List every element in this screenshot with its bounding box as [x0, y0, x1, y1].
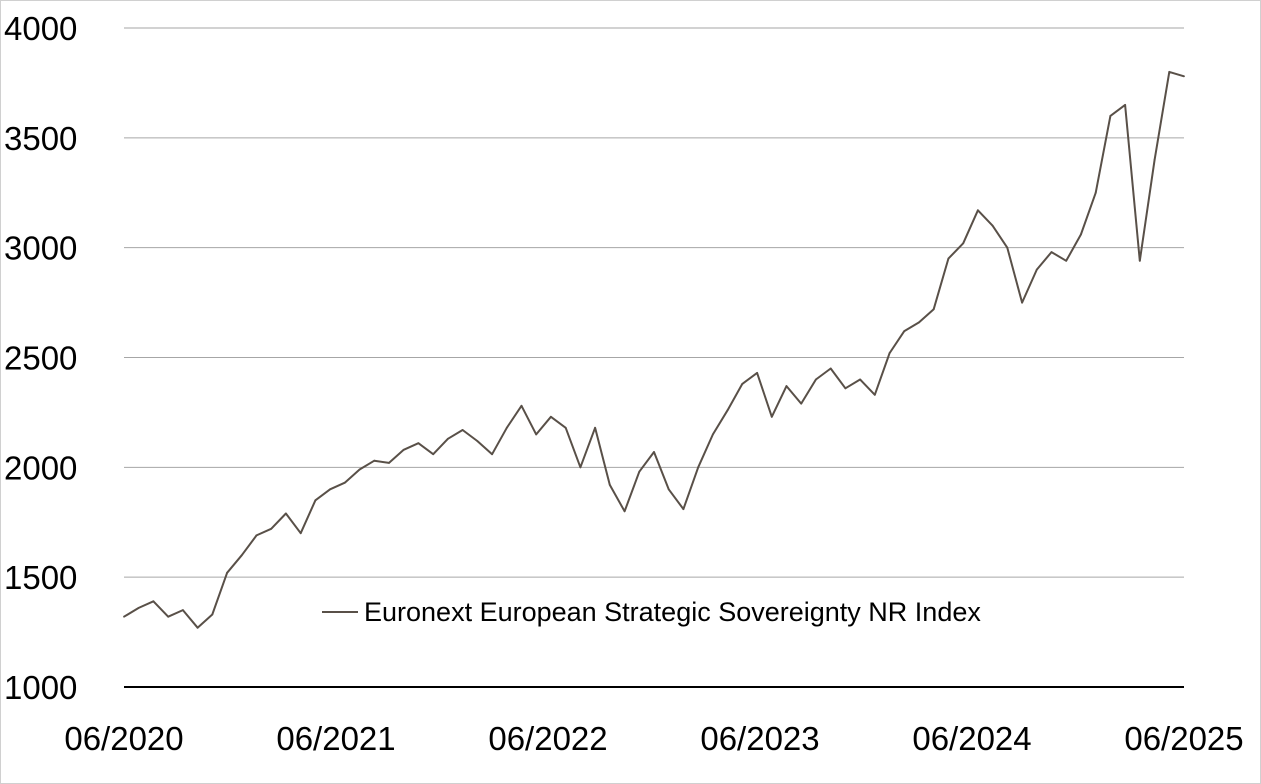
x-tick-label: 06/2020 — [64, 720, 183, 757]
data-point — [461, 429, 464, 431]
data-point — [815, 378, 817, 381]
data-point — [844, 387, 847, 390]
data-point — [947, 257, 950, 260]
data-point — [550, 415, 552, 418]
data-point — [285, 512, 287, 515]
data-point — [564, 426, 567, 429]
data-point — [1050, 251, 1053, 254]
data-point — [299, 532, 302, 535]
data-point — [770, 415, 773, 418]
data-point — [432, 453, 435, 456]
data-point — [1109, 115, 1112, 117]
data-point — [1094, 191, 1097, 194]
data-point — [373, 459, 376, 462]
data-point — [1006, 246, 1009, 249]
data-point — [918, 321, 920, 324]
data-point — [962, 242, 965, 245]
data-point — [343, 481, 346, 484]
data-point — [182, 609, 184, 611]
data-point — [520, 404, 523, 407]
data-point — [137, 607, 140, 609]
x-tick-label: 06/2024 — [912, 720, 1031, 757]
data-point — [491, 453, 493, 456]
data-point — [829, 367, 832, 370]
data-point — [608, 484, 611, 486]
data-point — [402, 448, 405, 451]
series-group — [123, 70, 1185, 629]
data-point — [1021, 301, 1023, 304]
data-point — [932, 308, 935, 311]
gridlines — [124, 27, 1184, 688]
y-axis-tick-labels: 1000 1500 2000 2500 3000 3500 4000 — [4, 10, 77, 706]
data-point — [667, 488, 670, 491]
y-tick-label: 1500 — [4, 559, 77, 596]
legend: Euronext European Strategic Sovereignty … — [322, 597, 981, 627]
series-line — [123, 70, 1185, 629]
data-point — [623, 510, 626, 513]
data-point — [226, 571, 229, 574]
data-point — [991, 224, 994, 227]
data-point — [447, 437, 449, 440]
data-point — [712, 433, 714, 436]
y-tick-label: 2500 — [4, 340, 77, 377]
data-point — [785, 385, 788, 387]
x-tick-label: 06/2022 — [488, 720, 607, 757]
data-point — [211, 613, 214, 616]
data-point — [314, 499, 317, 502]
x-tick-label: 06/2025 — [1124, 720, 1243, 757]
data-point — [388, 462, 390, 464]
legend-label: Euronext European Strategic Sovereignty … — [364, 597, 981, 627]
data-point — [1065, 259, 1068, 262]
data-point — [579, 466, 582, 469]
data-point — [329, 488, 331, 491]
data-point — [1168, 71, 1171, 73]
data-point — [196, 626, 199, 629]
y-tick-label: 1000 — [4, 669, 77, 706]
data-point — [859, 378, 861, 381]
data-point — [255, 534, 258, 537]
y-tick-label: 3500 — [4, 120, 77, 157]
data-point — [535, 433, 538, 436]
data-point — [1124, 104, 1126, 106]
data-point — [358, 468, 361, 471]
x-axis-tick-labels: 06/2020 06/2021 06/2022 06/2023 06/2024 06/20… — [64, 720, 1243, 757]
y-tick-label: 2000 — [4, 449, 77, 486]
data-point — [594, 426, 596, 429]
data-point — [1080, 233, 1082, 236]
data-point — [1153, 158, 1156, 161]
data-point — [697, 466, 700, 469]
data-point — [756, 372, 758, 374]
data-point — [476, 440, 479, 442]
data-point — [167, 615, 170, 618]
data-point — [1183, 75, 1185, 78]
y-tick-label: 3000 — [4, 230, 77, 267]
data-point — [888, 352, 891, 354]
data-point — [152, 600, 155, 603]
data-point — [417, 442, 420, 445]
data-point — [1035, 268, 1038, 271]
data-point — [270, 527, 273, 530]
data-point — [240, 554, 243, 557]
data-point — [741, 383, 744, 385]
data-point — [800, 402, 803, 405]
data-point — [505, 426, 508, 429]
data-point — [873, 393, 876, 396]
data-point — [903, 330, 906, 332]
data-point — [123, 615, 125, 618]
data-point — [977, 209, 979, 212]
x-tick-label: 06/2023 — [700, 720, 819, 757]
data-point — [653, 451, 655, 453]
y-tick-label: 4000 — [4, 10, 77, 47]
data-point — [682, 508, 685, 510]
data-point — [726, 409, 729, 412]
data-point — [1138, 259, 1141, 262]
data-point — [638, 470, 641, 473]
x-tick-label: 06/2021 — [276, 720, 395, 757]
